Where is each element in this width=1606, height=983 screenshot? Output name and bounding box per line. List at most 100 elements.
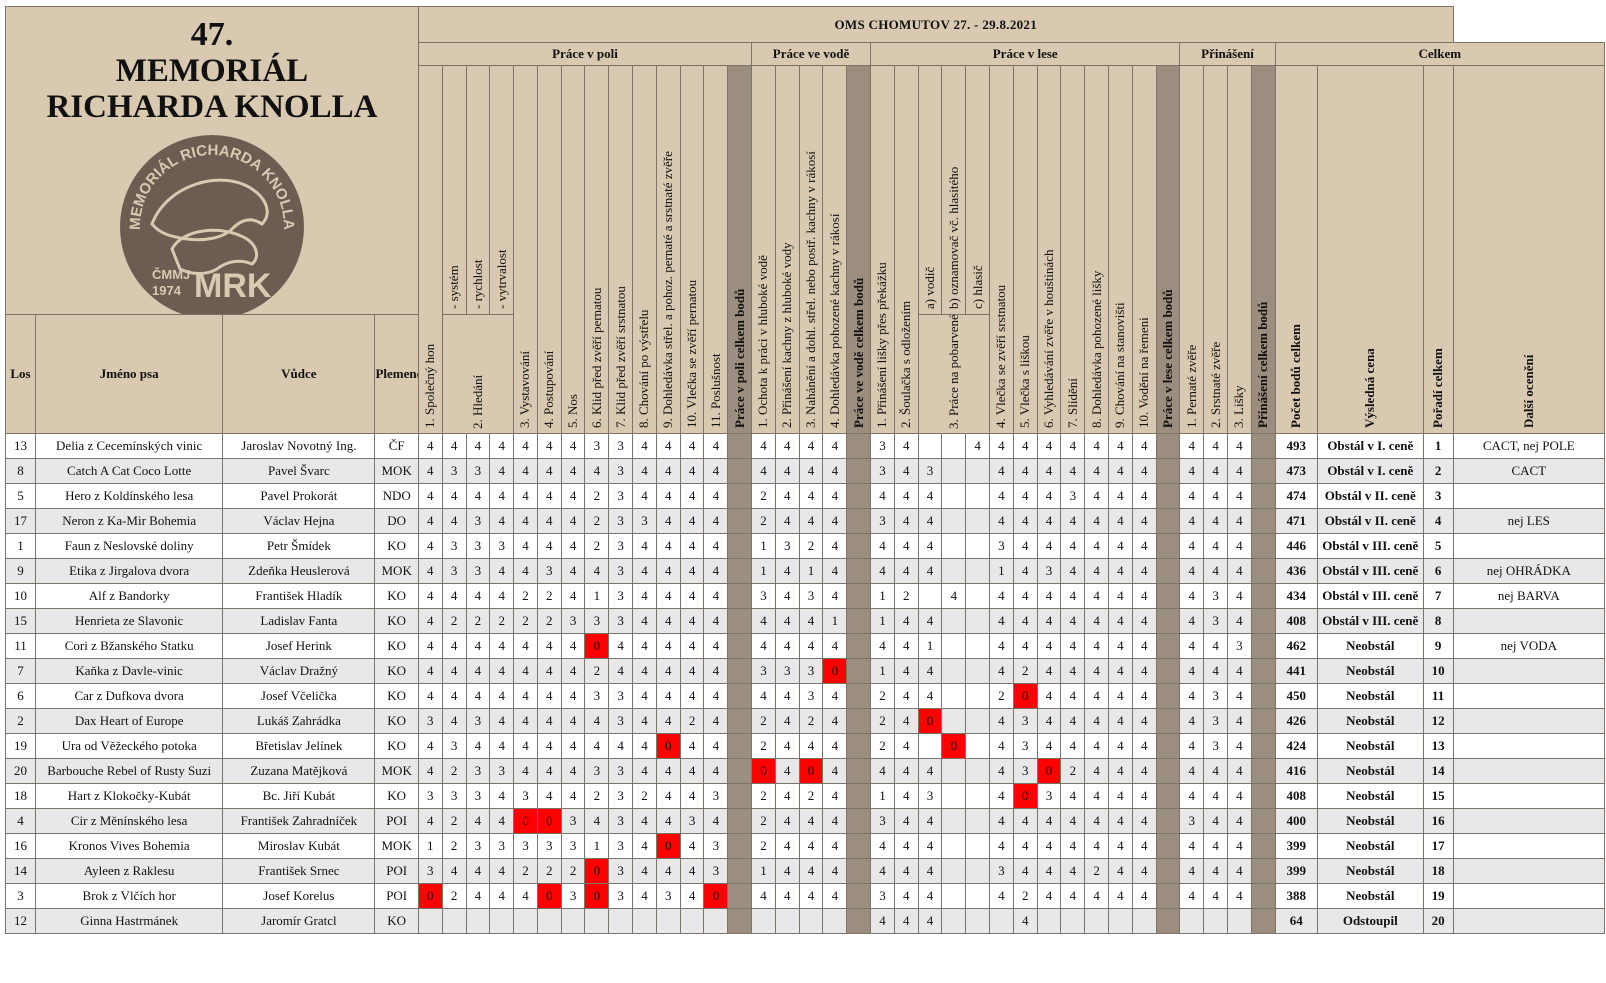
score-cell: 4 [1179, 683, 1205, 709]
score-cell: 4 [798, 808, 824, 834]
col-forest-3b: b) oznamovač vč. hlasitého [941, 65, 967, 315]
score-cell: 4 [1036, 458, 1062, 484]
score-cell: 4 [1108, 633, 1133, 659]
score-cell [441, 908, 467, 934]
score-cell: 4 [632, 683, 657, 709]
handler-cell: Josef Herink [222, 633, 376, 659]
score-cell: 4 [1084, 808, 1110, 834]
dog-name-cell: Barbouche Rebel of Rusty Suzi [34, 758, 224, 784]
score-cell: 4 [632, 808, 657, 834]
score-cell: 4 [917, 908, 943, 934]
handler-cell: Josef Včelička [222, 683, 376, 709]
table-row: 4 Cir z Měnínského lesa František Zahradní… [5, 808, 1606, 834]
dog-name-cell: Cori z Bžanského Statku [34, 633, 224, 659]
dog-name-cell: Delia z Cecemínských vinic [34, 433, 224, 459]
score-cell: 4 [679, 658, 705, 684]
score-cell [965, 583, 991, 609]
score-cell: 4 [893, 608, 919, 634]
score-cell: 3 [584, 758, 610, 784]
score-cell: 4 [560, 658, 586, 684]
col-field-3: 4. Postupování [536, 65, 562, 434]
score-cell: 4 [1179, 833, 1205, 859]
score-cell: 4 [917, 683, 943, 709]
breed-cell: KO [374, 733, 419, 759]
score-cell: 4 [489, 433, 515, 459]
score-cell: 4 [1131, 583, 1157, 609]
score-cell: 3 [1203, 683, 1228, 709]
total-points-cell: 408 [1274, 608, 1319, 634]
table-row: 2 Dax Heart of Europe Lukáš Zahrádka KO 3 4 3 4… [5, 708, 1606, 734]
svg-text:ČMMJ: ČMMJ [152, 267, 190, 282]
score-cell: 4 [655, 583, 681, 609]
col-forest-3c: c) hlasič [965, 65, 991, 315]
memorial-number: 47. [190, 16, 234, 53]
score-cell: 4 [774, 883, 800, 909]
score-cell: 4 [989, 758, 1014, 784]
score-cell: 3 [655, 883, 681, 909]
score-cell: 3 [1036, 783, 1062, 809]
score-cell: 4 [632, 708, 657, 734]
score-cell: 3 [441, 733, 467, 759]
water-total-cell [846, 808, 872, 834]
col-forest-10: 10. Vodění na řemeni [1131, 65, 1157, 434]
score-cell: 4 [1108, 708, 1133, 734]
handler-cell: Pavel Prokorát [222, 483, 376, 509]
los-cell: 16 [5, 833, 36, 859]
score-cell: 4 [870, 758, 895, 784]
score-cell: 4 [465, 733, 491, 759]
score-cell: 4 [632, 858, 657, 884]
forest-total-cell [1155, 783, 1181, 809]
score-cell: 4 [822, 783, 848, 809]
score-cell: 4 [417, 483, 443, 509]
field-total-cell [727, 683, 753, 709]
score-cell: 4 [655, 683, 681, 709]
col-field-5: 6. Klid před zvěří pernatou [584, 65, 610, 434]
score-cell: 4 [1108, 608, 1133, 634]
water-total-cell [846, 758, 872, 784]
score-cell [941, 783, 967, 809]
score-cell [1108, 908, 1133, 934]
score-cell [703, 908, 729, 934]
score-cell: 4 [774, 558, 800, 584]
prize-cell: Neobstál [1317, 783, 1424, 809]
field-total-cell [727, 658, 753, 684]
score-cell: 3 [870, 433, 895, 459]
field-total-cell [727, 758, 753, 784]
score-cell: 4 [1084, 458, 1110, 484]
col-forest-8: 8. Dohledávka pohozené lišky [1084, 65, 1110, 434]
score-cell: 0 [798, 758, 824, 784]
prize-cell: Obstál v II. ceně [1317, 483, 1424, 509]
score-cell: 2 [1084, 858, 1110, 884]
score-cell: 2 [751, 833, 776, 859]
handler-cell: Jaroslav Novotný Ing. [222, 433, 376, 459]
score-cell: 4 [989, 808, 1014, 834]
score-cell: 2 [536, 858, 562, 884]
score-cell [1036, 908, 1062, 934]
score-cell: 4 [822, 833, 848, 859]
table-row: 5 Hero z Koldínského lesa Pavel Prokorát ND… [5, 483, 1606, 509]
score-cell: 4 [1108, 483, 1133, 509]
prize-cell: Obstál v III. ceně [1317, 608, 1424, 634]
score-cell: 4 [1012, 808, 1038, 834]
score-cell: 4 [1084, 833, 1110, 859]
forest-total-cell [1155, 583, 1181, 609]
score-cell [965, 633, 991, 659]
score-cell: 4 [703, 708, 729, 734]
table-row: 20 Barbouche Rebel of Rusty Suzi Zuzana Ma… [5, 758, 1606, 784]
handler-cell: Ladislav Fanta [222, 608, 376, 634]
handler-cell: Václav Dražný [222, 658, 376, 684]
score-cell: 1 [751, 533, 776, 559]
svg-text:1974: 1974 [152, 283, 182, 298]
score-cell: 3 [608, 433, 634, 459]
score-cell: 4 [513, 733, 538, 759]
score-cell: 3 [1203, 608, 1228, 634]
score-cell: 4 [655, 758, 681, 784]
score-cell: 3 [870, 508, 895, 534]
rank-cell: 15 [1422, 783, 1454, 809]
col-water-total: Práce ve vodě celkem bodů [846, 65, 872, 434]
score-cell: 4 [1203, 633, 1228, 659]
score-cell: 0 [703, 883, 729, 909]
forest-total-cell [1155, 858, 1181, 884]
score-cell: 4 [489, 883, 515, 909]
score-cell: 4 [465, 883, 491, 909]
